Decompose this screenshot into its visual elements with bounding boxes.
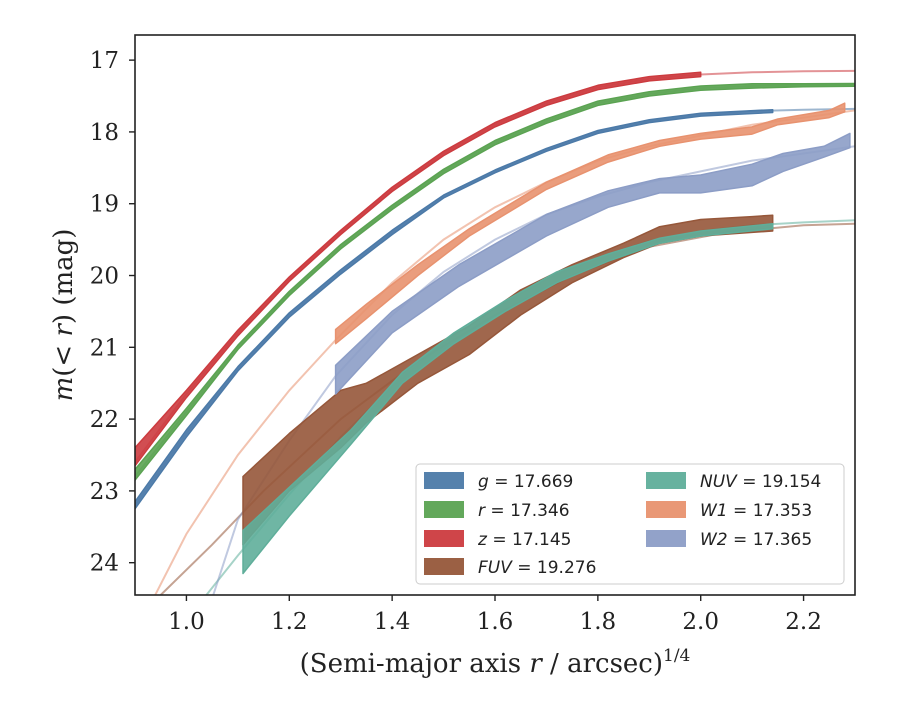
legend-swatch-z [424,530,464,547]
legend-box [415,463,845,585]
y-tick-label: 17 [90,48,119,74]
x-tick-label: 1.0 [168,609,205,635]
x-tick-label: 1.8 [580,609,617,635]
y-tick-label: 18 [90,120,119,146]
data-band-w2 [334,132,851,395]
x-tick-label: 1.6 [477,609,514,635]
legend-label-fuv: FUV = 19.276 [478,558,596,578]
y-axis-label: m(< r) (mag) [49,229,79,402]
data-band-r [135,82,855,481]
x-tick-label: 1.2 [271,609,308,635]
legend-label-g: g = 17.669 [478,472,573,492]
legend-label-r: r = 17.346 [478,501,570,521]
model-line-w1 [154,109,855,595]
y-tick-label: 22 [90,407,119,433]
x-tick-label: 2.2 [785,609,822,635]
legend-label-w1: W1 = 17.353 [700,501,812,521]
data-band-fuv [242,214,774,546]
series-layer [135,69,855,595]
data-band-nuv [242,223,774,575]
x-tick-label: 2.0 [682,609,719,635]
y-axis-ticks: 17 18 19 20 21 22 23 24 [90,48,135,577]
legend-swatch-nuv [646,472,686,489]
legend-swatch-w2 [646,530,686,547]
x-tick-label: 1.4 [374,609,411,635]
data-band-w1 [334,102,846,345]
y-tick-label: 20 [90,264,119,290]
y-tick-label: 23 [90,479,119,505]
x-axis-label: (Semi-major axis r / arcsec)1/4 [300,646,691,679]
x-axis-ticks: 1.0 1.2 1.4 1.6 1.8 2.0 2.2 [168,595,822,635]
y-tick-label: 21 [90,335,119,361]
legend-swatch-r [424,501,464,518]
legend: g = 17.669 r = 17.346 z = 17.145 FUV = 19.2… [415,463,845,585]
legend-swatch-w1 [646,501,686,518]
y-tick-label: 19 [90,192,119,218]
legend-label-w2: W2 = 17.365 [700,530,812,550]
data-band-g [135,108,774,510]
legend-swatch-g [424,472,464,489]
y-tick-label: 24 [90,551,119,577]
legend-label-nuv: NUV = 19.154 [700,472,821,492]
legend-label-z: z = 17.145 [477,530,571,550]
data-band-z [135,71,702,467]
legend-swatch-fuv [424,558,464,575]
